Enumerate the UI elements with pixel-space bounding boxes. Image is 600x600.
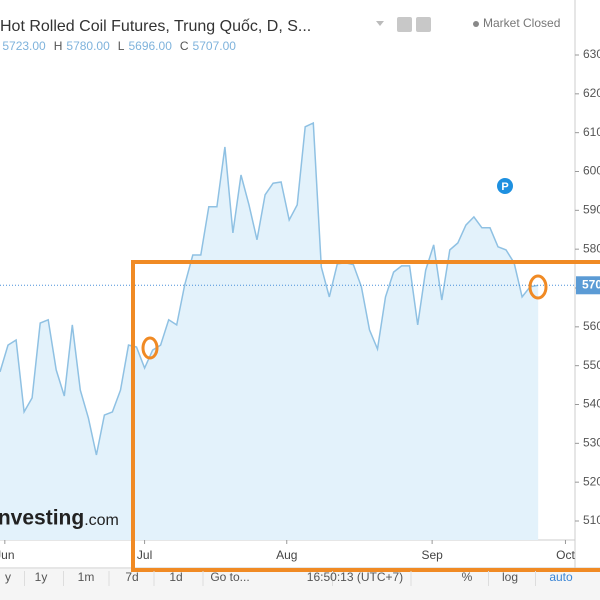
y-tick-label: 5400 (583, 397, 600, 411)
toolbar-button[interactable]: y (5, 570, 11, 584)
toolbar-button[interactable]: % (462, 570, 473, 584)
logo: Investing (0, 507, 84, 530)
y-tick-label: 6300 (583, 47, 600, 61)
close-icon[interactable] (416, 17, 431, 32)
y-tick-label: 5300 (583, 436, 600, 450)
toolbar-button[interactable]: 1d (169, 570, 182, 584)
x-tick-label: Aug (276, 548, 297, 562)
ohlc-value: 5707.00 (193, 39, 237, 53)
ohlc-value: 5723.00 (2, 39, 46, 53)
settings-icon[interactable] (397, 17, 412, 32)
y-tick-label: 6100 (583, 125, 600, 139)
logo-suffix: .com (84, 512, 119, 529)
toolbar (0, 569, 600, 600)
toolbar-button[interactable]: log (502, 570, 518, 584)
toolbar-button[interactable]: Go to... (210, 570, 249, 584)
highlight-circle (141, 336, 159, 360)
x-tick-label: Oct (556, 548, 575, 562)
chart-title: Hot Rolled Coil Futures, Trung Quốc, D, … (0, 18, 311, 35)
toolbar-button[interactable]: 1y (35, 570, 48, 584)
ohlc-value: 5696.00 (128, 39, 172, 53)
toolbar-button: 16:50:13 (UTC+7) (307, 570, 403, 584)
toolbar-button[interactable]: 7d (125, 570, 138, 584)
area (0, 123, 539, 540)
y-tick-label: 5100 (583, 513, 600, 527)
ohlc-value: 5780.00 (66, 39, 110, 53)
y-tick-label: 5600 (583, 319, 600, 333)
y-tick-label: 6200 (583, 86, 600, 100)
price-label: 5707.00 (582, 277, 600, 291)
highlight-box (131, 260, 600, 572)
x-tick-label: Jun (0, 548, 14, 562)
y-tick-label: 6000 (583, 164, 600, 178)
price-label-box (576, 276, 600, 295)
ohlc-label: L (118, 39, 125, 53)
event-marker[interactable] (497, 178, 513, 194)
y-tick-label: 5800 (583, 241, 600, 255)
x-tick-label: Jul (137, 548, 152, 562)
market-status: Market Closed (483, 16, 560, 30)
ohlc-label: C (180, 39, 189, 53)
y-tick-label: 5200 (583, 474, 600, 488)
line (0, 121, 539, 456)
status-dot (473, 21, 479, 27)
ohlc-label: H (54, 39, 63, 53)
x-tick-label: Sep (421, 548, 443, 562)
highlight-circle (528, 274, 548, 300)
toolbar-button[interactable]: 1m (78, 570, 95, 584)
event-marker-label: P (501, 181, 508, 193)
dropdown-icon[interactable] (376, 21, 384, 26)
toolbar-button[interactable]: auto (549, 570, 573, 584)
y-tick-label: 5900 (583, 203, 600, 217)
y-tick-label: 5500 (583, 358, 600, 372)
